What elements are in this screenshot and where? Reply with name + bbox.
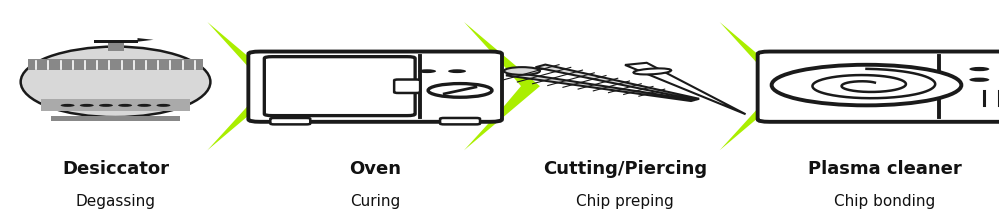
FancyBboxPatch shape	[394, 80, 420, 93]
Polygon shape	[625, 63, 746, 114]
Polygon shape	[506, 73, 695, 101]
Ellipse shape	[21, 47, 210, 117]
FancyBboxPatch shape	[270, 118, 310, 124]
Circle shape	[61, 104, 75, 107]
Polygon shape	[207, 22, 283, 150]
FancyBboxPatch shape	[264, 57, 415, 116]
Text: Plasma cleaner: Plasma cleaner	[808, 160, 961, 178]
Circle shape	[772, 65, 961, 105]
Bar	[108, 42, 124, 51]
Circle shape	[118, 104, 132, 107]
FancyBboxPatch shape	[440, 118, 480, 124]
Circle shape	[80, 104, 94, 107]
Bar	[51, 116, 180, 121]
Text: Cutting/Piercing: Cutting/Piercing	[543, 160, 707, 178]
Polygon shape	[535, 64, 699, 100]
Text: Chip preping: Chip preping	[576, 194, 674, 209]
Circle shape	[448, 69, 466, 73]
Ellipse shape	[633, 68, 671, 74]
Bar	[94, 40, 138, 43]
Bar	[28, 59, 203, 70]
Circle shape	[156, 104, 170, 107]
Text: Degassing: Degassing	[76, 194, 156, 209]
Circle shape	[137, 104, 151, 107]
FancyBboxPatch shape	[758, 52, 1000, 122]
Polygon shape	[720, 22, 796, 150]
Polygon shape	[464, 22, 540, 150]
Circle shape	[969, 78, 989, 82]
Circle shape	[428, 84, 492, 97]
Circle shape	[418, 69, 436, 73]
Circle shape	[969, 67, 989, 71]
FancyBboxPatch shape	[248, 52, 502, 122]
Circle shape	[99, 104, 113, 107]
Polygon shape	[138, 38, 153, 42]
Text: Oven: Oven	[349, 160, 401, 178]
Circle shape	[504, 67, 540, 75]
Text: Chip bonding: Chip bonding	[834, 194, 935, 209]
Bar	[41, 100, 190, 111]
Text: Curing: Curing	[350, 194, 400, 209]
Text: Desiccator: Desiccator	[62, 160, 169, 178]
